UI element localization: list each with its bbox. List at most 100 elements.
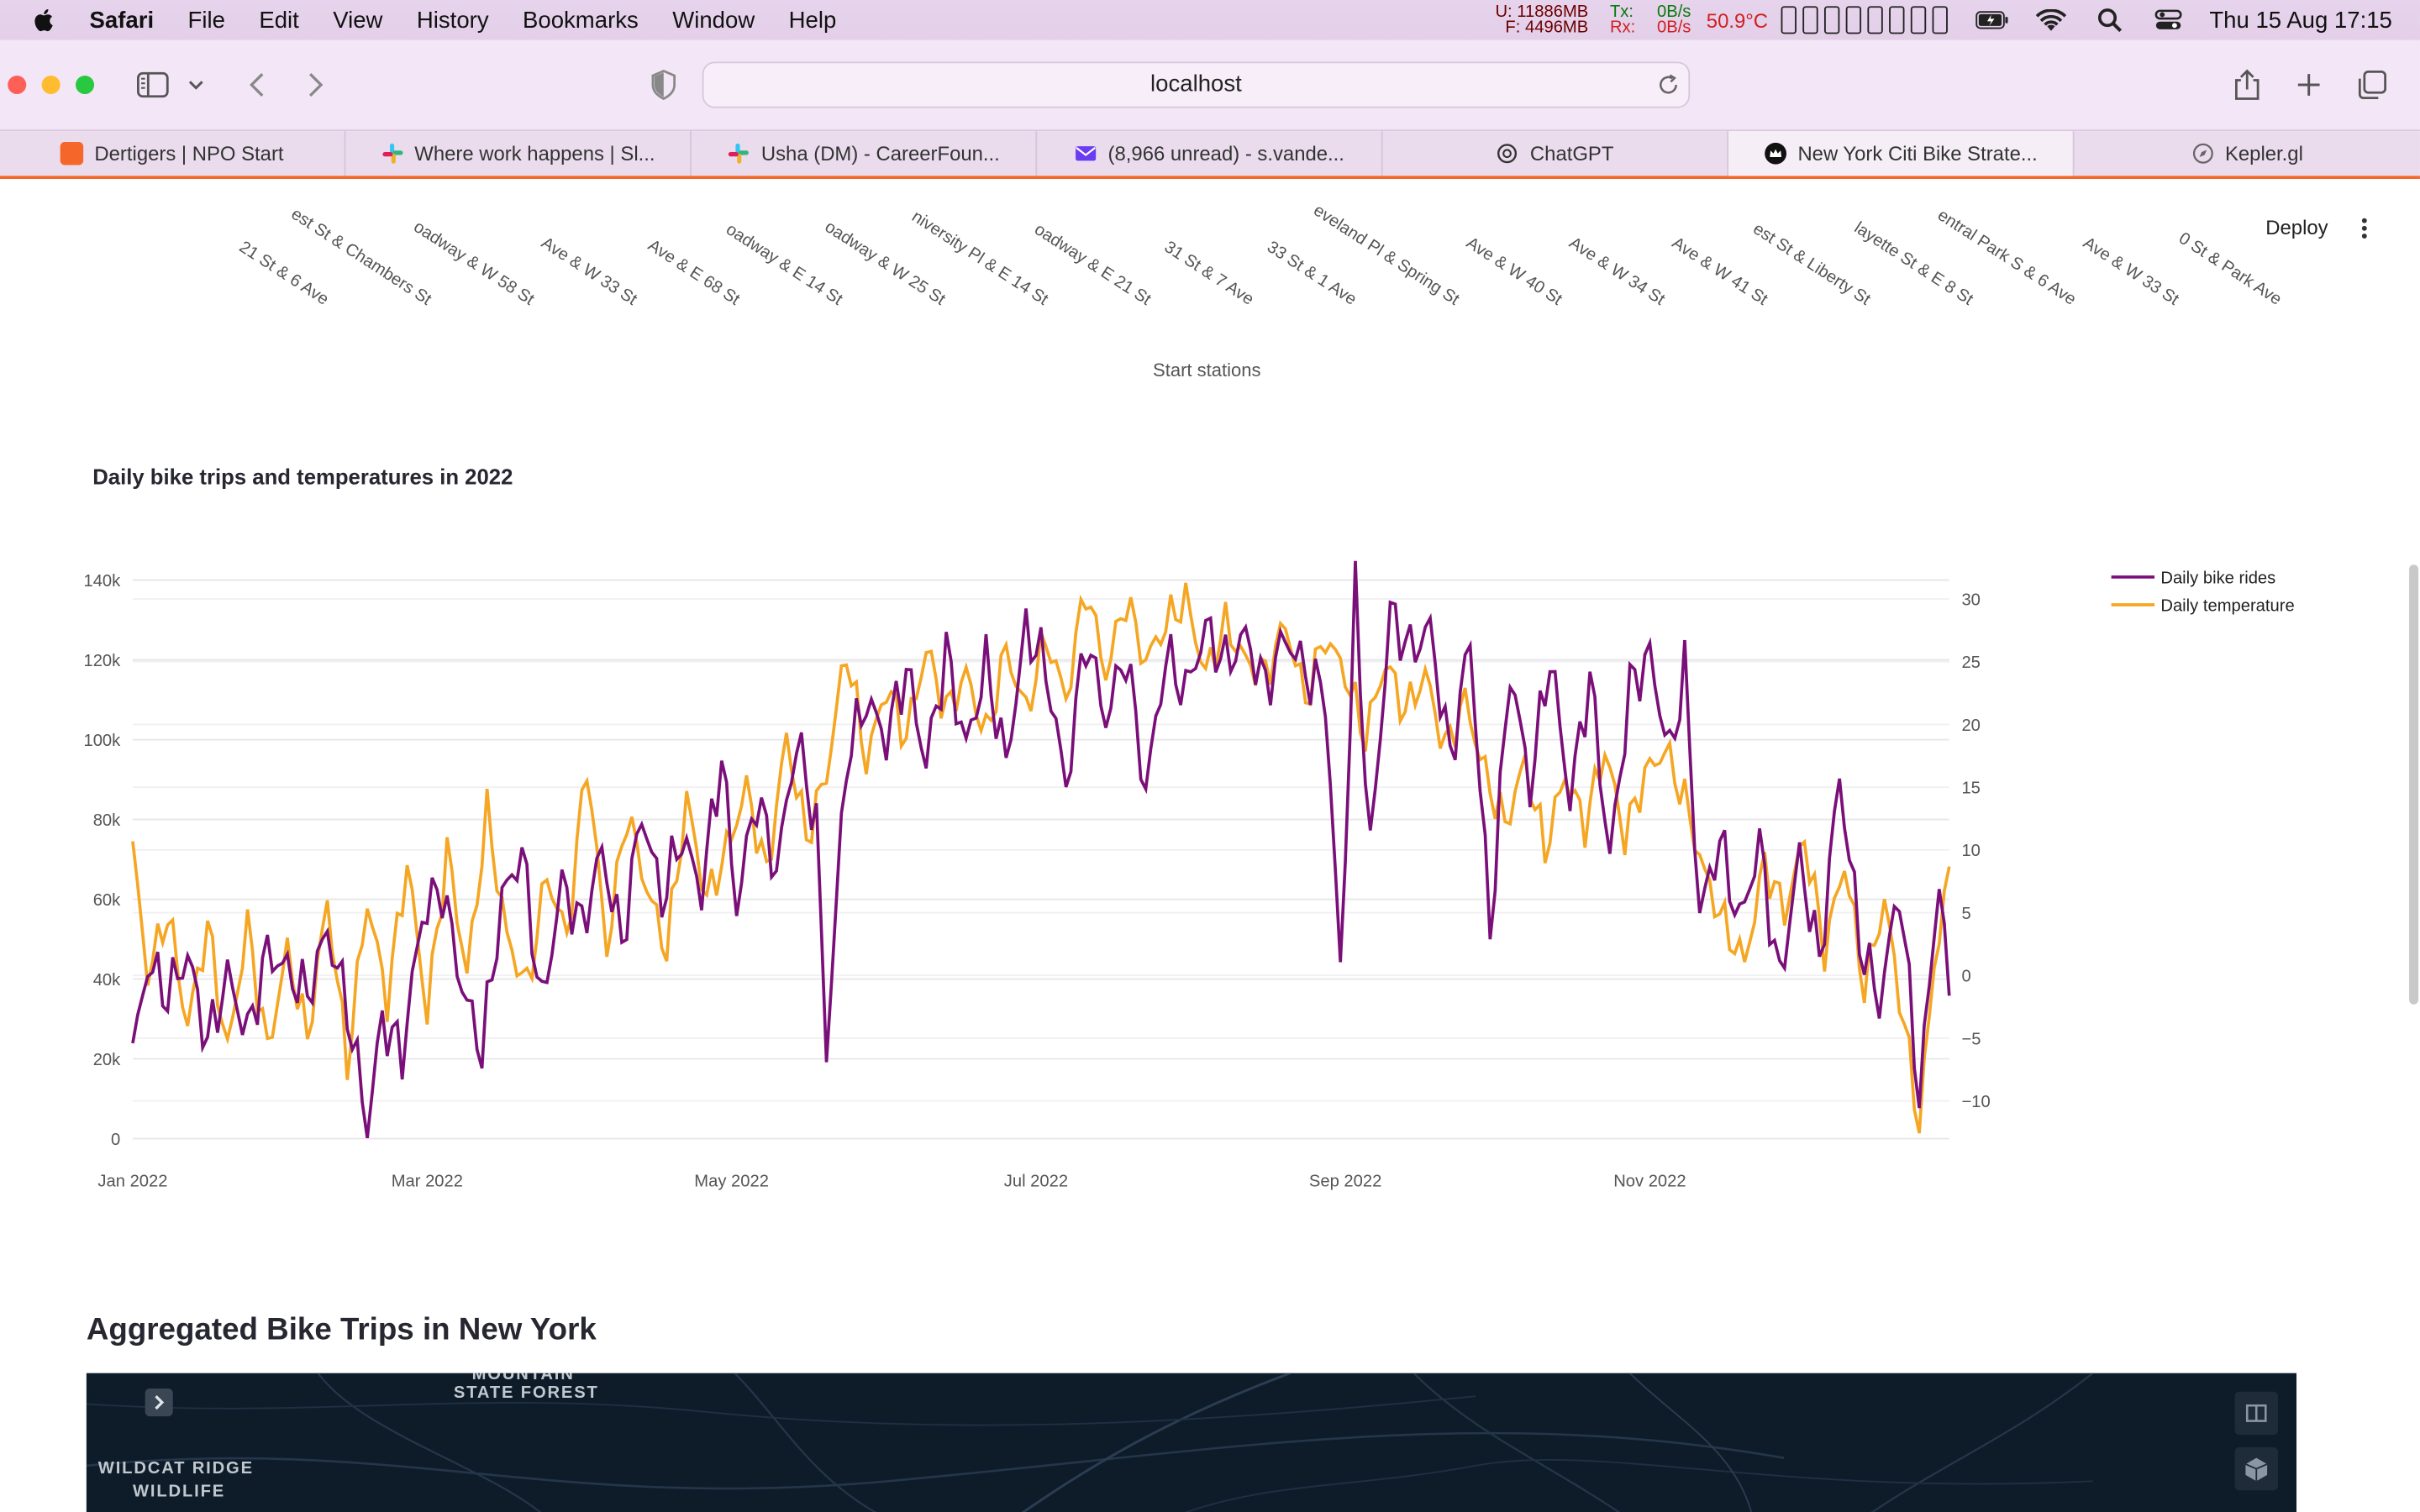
tab-overview-icon[interactable] — [2355, 68, 2389, 102]
y-left-tick-label: 120k — [83, 652, 121, 670]
y-left-tick-label: 20k — [93, 1051, 121, 1069]
station-tick-label: 31 St & 7 Ave — [1161, 238, 1257, 309]
y-right-tick-label: 30 — [1961, 591, 1980, 609]
back-icon[interactable] — [241, 68, 275, 102]
network-labels[interactable]: Tx: Rx: — [1610, 4, 1635, 37]
close-window-button[interactable] — [8, 75, 27, 95]
menu-file[interactable]: File — [187, 7, 225, 34]
cpu-core-bar — [1823, 6, 1839, 34]
menu-edit[interactable]: Edit — [259, 7, 299, 34]
network-rx: 0B/s — [1656, 18, 1691, 38]
cpu-core-bar — [1866, 6, 1882, 34]
cpu-core-bar — [1931, 6, 1948, 34]
menu-view[interactable]: View — [333, 7, 383, 34]
control-center-icon[interactable] — [2151, 8, 2185, 32]
zoom-window-button[interactable] — [75, 75, 95, 95]
x-tick-label: May 2022 — [694, 1172, 769, 1190]
chatgpt-favicon-icon — [1497, 144, 1518, 164]
forward-icon[interactable] — [297, 68, 331, 102]
reload-icon[interactable] — [1658, 74, 1680, 96]
y-left-tick-label: 80k — [93, 811, 121, 830]
tab-npo-start[interactable]: Dertigers | NPO Start — [0, 131, 346, 176]
minimize-window-button[interactable] — [41, 75, 60, 95]
menu-history[interactable]: History — [416, 7, 489, 34]
menu-app[interactable]: Safari — [89, 7, 155, 34]
station-tick-label: Ave & E 68 St — [644, 236, 743, 309]
menu-bookmarks[interactable]: Bookmarks — [523, 7, 639, 34]
wifi-icon[interactable] — [2033, 8, 2067, 32]
x-tick-label: Sep 2022 — [1309, 1172, 1381, 1190]
sidebar-toggle-icon[interactable] — [136, 68, 170, 102]
slack-favicon-icon — [381, 143, 402, 164]
tab-kepler[interactable]: Kepler.gl — [2075, 131, 2420, 176]
cpu-core-bar — [1844, 6, 1861, 34]
tab-slack[interactable]: Where work happens | Sl... — [345, 131, 692, 176]
station-tick-label: Ave & W 34 St — [1565, 234, 1668, 309]
x-tick-label: Jan 2022 — [97, 1172, 167, 1190]
deploy-button[interactable]: Deploy — [2265, 216, 2328, 239]
tab-slack-dm[interactable]: Usha (DM) - CareerFoun... — [692, 131, 1038, 176]
apple-icon[interactable] — [31, 6, 59, 34]
tab-label: New York Citi Bike Strate... — [1797, 141, 2038, 165]
map-split-view-icon[interactable] — [2234, 1391, 2278, 1436]
page-scrollbar[interactable] — [2409, 564, 2419, 1005]
y-right-tick-label: 5 — [1961, 905, 1970, 923]
compass-favicon-icon — [2192, 143, 2213, 164]
tab-citibike-active[interactable]: New York Citi Bike Strate... — [1728, 131, 2075, 176]
y-right-tick-label: 20 — [1961, 717, 1980, 735]
daily-trips-temperature-chart[interactable]: 0 20k 40k 60k 80k 100k 120k 140k −10 −5 0 5 10 15 20 2… — [0, 549, 2420, 1213]
slack-favicon-icon — [729, 143, 750, 164]
chart-legend[interactable]: Daily bike rides Daily temperature — [2111, 569, 2295, 615]
network-tx: 0B/s — [1656, 3, 1691, 22]
map-panel-toggle-icon[interactable] — [145, 1389, 173, 1417]
x-tick-label: Nov 2022 — [1613, 1172, 1686, 1190]
y-right-tick-label: −5 — [1961, 1030, 1981, 1048]
cpu-core-bar — [1888, 6, 1904, 34]
y-left-tick-label: 40k — [93, 971, 121, 990]
menu-window[interactable]: Window — [672, 7, 755, 34]
memory-stat[interactable]: U: 11886MB F: 4496MB — [1495, 3, 1589, 37]
menubar: Safari File Edit View History Bookmarks … — [0, 0, 2420, 40]
address-bar[interactable]: localhost — [702, 61, 1691, 108]
menubar-clock[interactable]: Thu 15 Aug 17:15 — [2209, 7, 2392, 34]
tab-chatgpt[interactable]: ChatGPT — [1383, 131, 1729, 176]
tab-label: ChatGPT — [1529, 141, 1614, 165]
y-left-tick-label: 0 — [111, 1131, 120, 1149]
menu-help[interactable]: Help — [788, 7, 837, 34]
cpu-core-bar — [1802, 6, 1818, 34]
privacy-shield-icon[interactable] — [647, 68, 681, 102]
tab-mail[interactable]: (8,966 unread) - s.vande... — [1037, 131, 1383, 176]
address-text: localhost — [1150, 71, 1242, 97]
station-tick-label: 21 St & 6 Ave — [236, 238, 332, 309]
memory-used: U: 11886MB — [1495, 3, 1589, 22]
cpu-core-bar — [1780, 6, 1797, 34]
cpu-cores-meter[interactable] — [1780, 6, 1954, 34]
y-right-tick-label: 10 — [1961, 842, 1980, 860]
more-options-icon[interactable] — [2357, 216, 2372, 240]
series-line-daily-bike-rides[interactable] — [131, 560, 1951, 1139]
map-label-wildlife: WILDLIFE — [133, 1483, 226, 1502]
station-tick-label: 33 St & 1 Ave — [1264, 238, 1360, 309]
station-tick-label: Ave & W 33 St — [538, 234, 640, 309]
y-right-tick-label: 15 — [1961, 779, 1980, 797]
battery-icon[interactable] — [1975, 8, 2008, 32]
y-right-tick-label: 0 — [1961, 968, 1970, 986]
share-icon[interactable] — [2230, 68, 2264, 102]
streamlit-crown-icon — [1764, 142, 1786, 165]
map-3d-view-icon[interactable] — [2234, 1446, 2278, 1491]
mail-favicon-icon — [1075, 146, 1096, 161]
tab-bar: Dertigers | NPO Start Where work happens… — [0, 131, 2420, 180]
chevron-down-icon[interactable] — [185, 68, 207, 102]
x-tick-label: Jul 2022 — [1004, 1172, 1068, 1190]
spotlight-search-icon[interactable] — [2092, 8, 2126, 33]
tab-label: Kepler.gl — [2224, 141, 2303, 165]
map-label-mountain: MOUNTAIN — [471, 1373, 575, 1384]
kepler-map[interactable]: MOUNTAIN STATE FOREST WILDCAT RIDGE WILD… — [86, 1373, 2297, 1512]
streamlit-app: Deploy 21 St & 6 Ave est St & Chambers St… — [0, 179, 2420, 1512]
map-label-state-forest: STATE FOREST — [453, 1383, 599, 1403]
browser-toolbar: localhost — [0, 39, 2420, 132]
cpu-core-bar — [1910, 6, 1926, 34]
new-tab-icon[interactable] — [2291, 68, 2325, 102]
cpu-temperature[interactable]: 50.9°C — [1706, 8, 1769, 32]
